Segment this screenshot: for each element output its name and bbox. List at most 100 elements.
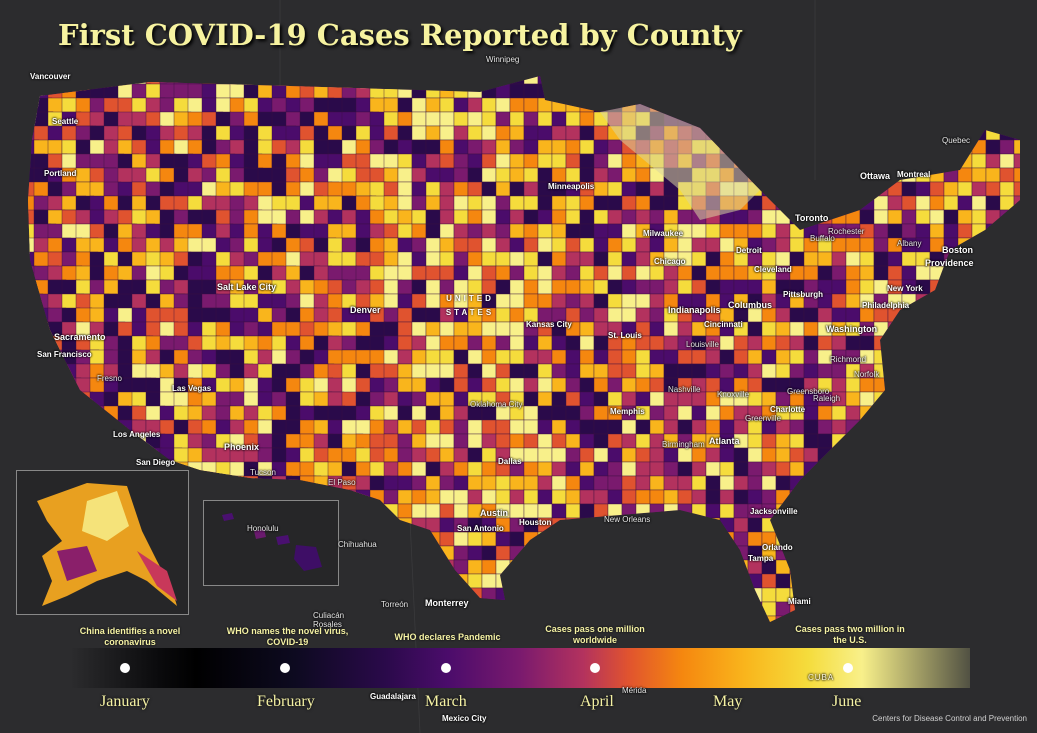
county-cell xyxy=(747,447,763,463)
county-cell xyxy=(929,405,945,421)
county-cell xyxy=(523,615,539,622)
county-cell xyxy=(775,153,791,169)
county-cell xyxy=(691,517,707,533)
county-cell xyxy=(663,447,679,463)
county-cell xyxy=(593,76,609,85)
county-cell xyxy=(719,447,735,463)
county-cell xyxy=(873,83,889,99)
county-cell xyxy=(411,293,427,309)
county-cell xyxy=(971,419,987,435)
county-cell xyxy=(943,489,959,505)
county-cell xyxy=(425,209,441,225)
county-cell xyxy=(985,153,1001,169)
county-cell xyxy=(453,83,469,99)
county-cell xyxy=(1013,209,1020,225)
county-cell xyxy=(565,433,581,449)
county-cell xyxy=(887,97,903,113)
city-label: CUBA xyxy=(808,673,835,682)
county-cell xyxy=(551,433,567,449)
county-cell xyxy=(635,461,651,477)
county-cell xyxy=(971,461,987,477)
county-cell xyxy=(957,167,973,183)
county-cell xyxy=(747,97,763,113)
county-cell xyxy=(943,265,959,281)
county-cell xyxy=(467,573,483,589)
county-cell xyxy=(411,153,427,169)
county-cell xyxy=(509,167,525,183)
county-cell xyxy=(859,587,875,603)
county-cell xyxy=(397,545,413,561)
county-cell xyxy=(411,195,427,211)
county-cell xyxy=(663,573,679,589)
county-cell xyxy=(971,531,987,547)
county-cell xyxy=(453,405,469,421)
county-cell xyxy=(859,251,875,267)
county-cell xyxy=(929,307,945,323)
county-cell xyxy=(817,559,833,575)
county-cell xyxy=(425,237,441,253)
county-cell xyxy=(495,363,511,379)
county-cell xyxy=(789,251,805,267)
county-cell xyxy=(775,363,791,379)
county-cell xyxy=(425,321,441,337)
county-cell xyxy=(859,125,875,141)
county-cell xyxy=(789,363,805,379)
county-cell xyxy=(705,363,721,379)
county-cell xyxy=(33,363,61,383)
county-cell xyxy=(621,377,637,393)
county-cell xyxy=(537,391,553,407)
county-cell xyxy=(453,265,469,281)
county-cell xyxy=(411,531,427,547)
county-cell xyxy=(915,517,931,533)
county-cell xyxy=(621,461,637,477)
county-cell xyxy=(831,433,847,449)
county-cell xyxy=(929,321,945,337)
county-cell xyxy=(859,195,875,211)
county-cell xyxy=(383,377,399,393)
event-label-4: Cases pass one million worldwide xyxy=(545,624,645,645)
county-cell xyxy=(719,573,735,589)
county-cell xyxy=(551,125,567,141)
county-cell xyxy=(775,447,791,463)
county-cell xyxy=(831,76,847,85)
county-cell xyxy=(873,153,889,169)
county-cell xyxy=(873,559,889,575)
county-cell xyxy=(789,335,805,351)
county-cell xyxy=(28,265,37,296)
county-cell xyxy=(1013,307,1020,323)
county-cell xyxy=(831,279,847,295)
county-cell xyxy=(733,503,749,519)
county-cell xyxy=(397,293,413,309)
county-cell xyxy=(103,447,120,465)
county-cell xyxy=(523,181,539,197)
county-cell xyxy=(649,391,665,407)
county-cell xyxy=(761,97,777,113)
county-cell xyxy=(565,349,581,365)
county-cell xyxy=(187,475,203,502)
county-cell xyxy=(887,363,903,379)
city-label: Albany xyxy=(897,239,922,248)
county-cell xyxy=(663,391,679,407)
county-cell xyxy=(509,195,525,211)
county-cell xyxy=(733,223,749,239)
county-cell xyxy=(411,139,427,155)
county-cell xyxy=(901,559,917,575)
county-cell xyxy=(495,419,511,435)
county-cell xyxy=(929,573,945,589)
county-cell xyxy=(201,615,219,622)
county-cell xyxy=(957,181,973,197)
county-cell xyxy=(495,83,511,99)
county-cell xyxy=(873,587,889,603)
county-cell xyxy=(887,349,903,365)
county-cell xyxy=(397,279,413,295)
county-cell xyxy=(411,76,427,85)
county-cell xyxy=(915,587,931,603)
county-cell xyxy=(873,433,889,449)
county-cell xyxy=(663,531,679,547)
county-cell xyxy=(509,209,525,225)
county-cell xyxy=(957,517,973,533)
county-cell xyxy=(411,559,427,575)
county-cell xyxy=(957,307,973,323)
county-cell xyxy=(411,433,427,449)
county-cell xyxy=(943,405,959,421)
